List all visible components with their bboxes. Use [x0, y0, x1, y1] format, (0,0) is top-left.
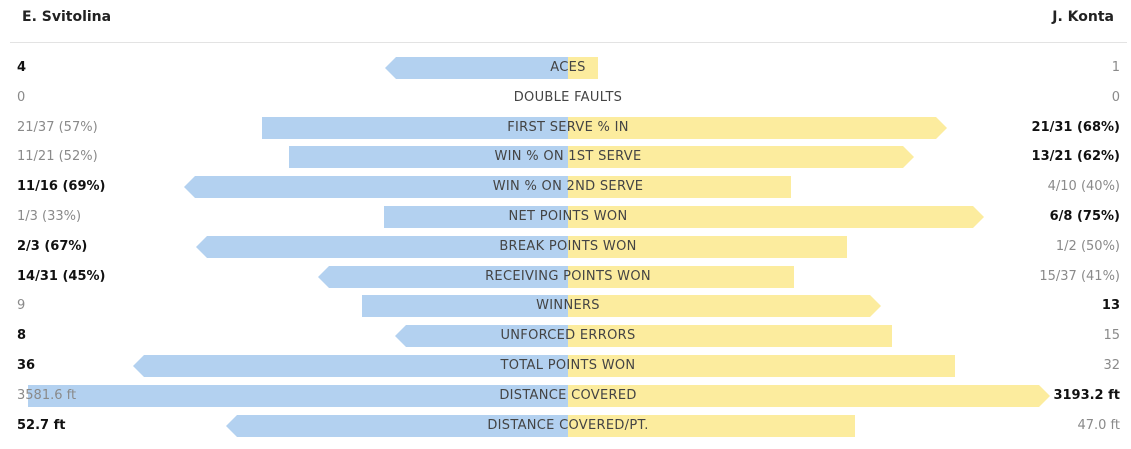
stat-label: DISTANCE COVERED/PT. [487, 418, 649, 433]
right-player-value: 47.0 ft [1077, 418, 1120, 433]
stat-row: 21/37 (57%) FIRST SERVE % IN 21/31 (68%) [0, 117, 1131, 139]
stat-label: DISTANCE COVERED [499, 388, 637, 403]
stat-row: 11/16 (69%) WIN % ON 2ND SERVE 4/10 (40%) [0, 176, 1131, 198]
stat-row: 8 UNFORCED ERRORS 15 [0, 325, 1131, 347]
left-player-bar [262, 117, 568, 139]
left-player-bar [395, 325, 568, 347]
right-player-value: 1 [1111, 60, 1120, 75]
left-player-value: 9 [17, 298, 26, 313]
right-player-bar [568, 295, 881, 317]
stat-row: 1/3 (33%) NET POINTS WON 6/8 (75%) [0, 206, 1131, 228]
right-player-value: 0 [1111, 90, 1120, 105]
left-player-value: 11/21 (52%) [17, 149, 98, 164]
right-player-value: 15 [1103, 328, 1120, 343]
right-player-bar [568, 325, 892, 347]
right-player-bar [568, 117, 947, 139]
right-player-value: 3193.2 ft [1053, 388, 1120, 403]
match-stats-header: E. Svitolina J. Konta [0, 0, 1131, 42]
left-player-bar [385, 57, 568, 79]
left-player-value: 11/16 (69%) [17, 179, 106, 194]
right-player-bar [568, 266, 794, 288]
stat-row: 2/3 (67%) BREAK POINTS WON 1/2 (50%) [0, 236, 1131, 258]
left-player-value: 2/3 (67%) [17, 239, 88, 254]
stat-label: BREAK POINTS WON [499, 239, 637, 254]
right-player-value: 32 [1103, 358, 1120, 373]
player-right-name: J. Konta [1052, 9, 1114, 25]
stat-row: 0 DOUBLE FAULTS 0 [0, 87, 1131, 109]
header-divider [10, 42, 1127, 43]
left-player-bar [133, 355, 568, 377]
left-player-value: 52.7 ft [17, 418, 66, 433]
right-player-bar [568, 206, 984, 228]
stat-row: 14/31 (45%) RECEIVING POINTS WON 15/37 (41… [0, 266, 1131, 288]
left-player-bar [226, 415, 568, 437]
left-player-bar [28, 385, 568, 407]
right-player-bar [568, 385, 1050, 407]
right-player-bar [568, 176, 791, 198]
stat-row: 9 WINNERS 13 [0, 295, 1131, 317]
stat-label: FIRST SERVE % IN [507, 120, 629, 135]
stat-label: WIN % ON 1ST SERVE [494, 149, 642, 164]
right-player-value: 15/37 (41%) [1039, 269, 1120, 284]
stat-label: ACES [550, 60, 586, 75]
player-left-name: E. Svitolina [22, 9, 112, 25]
right-player-value: 1/2 (50%) [1055, 239, 1120, 254]
stat-row: 11/21 (52%) WIN % ON 1ST SERVE 13/21 (62%) [0, 146, 1131, 168]
right-player-bar [568, 236, 847, 258]
stat-label: NET POINTS WON [508, 209, 628, 224]
stat-row: 3581.6 ft DISTANCE COVERED 3193.2 ft [0, 385, 1131, 407]
left-player-value: 3581.6 ft [17, 388, 77, 403]
left-player-bar [384, 206, 568, 228]
right-player-bar [568, 57, 598, 79]
right-player-value: 13 [1101, 298, 1120, 313]
stat-label: RECEIVING POINTS WON [485, 269, 651, 284]
stat-row: 36 TOTAL POINTS WON 32 [0, 355, 1131, 377]
stat-label: WINNERS [536, 298, 600, 313]
left-player-value: 36 [17, 358, 36, 373]
stat-row: 52.7 ft DISTANCE COVERED/PT. 47.0 ft [0, 415, 1131, 437]
left-player-bar [289, 146, 568, 168]
right-player-value: 21/31 (68%) [1031, 120, 1120, 135]
right-player-bar [568, 415, 855, 437]
stat-label: WIN % ON 2ND SERVE [492, 179, 644, 194]
right-player-value: 4/10 (40%) [1047, 179, 1120, 194]
left-player-bar [184, 176, 568, 198]
right-player-bar [568, 355, 955, 377]
stat-label: DOUBLE FAULTS [513, 90, 623, 105]
stat-label: TOTAL POINTS WON [500, 358, 636, 373]
left-player-bar [362, 295, 568, 317]
left-player-bar [318, 266, 568, 288]
right-player-value: 6/8 (75%) [1049, 209, 1120, 224]
right-player-bar [568, 146, 914, 168]
left-player-value: 8 [17, 328, 27, 343]
left-player-value: 1/3 (33%) [17, 209, 82, 224]
left-player-value: 4 [17, 60, 27, 75]
left-player-value: 21/37 (57%) [17, 120, 98, 135]
left-player-value: 0 [17, 90, 26, 105]
stat-label: UNFORCED ERRORS [500, 328, 636, 343]
right-player-value: 13/21 (62%) [1031, 149, 1120, 164]
left-player-bar [196, 236, 568, 258]
left-player-value: 14/31 (45%) [17, 269, 106, 284]
stat-row: 4 ACES 1 [0, 57, 1131, 79]
